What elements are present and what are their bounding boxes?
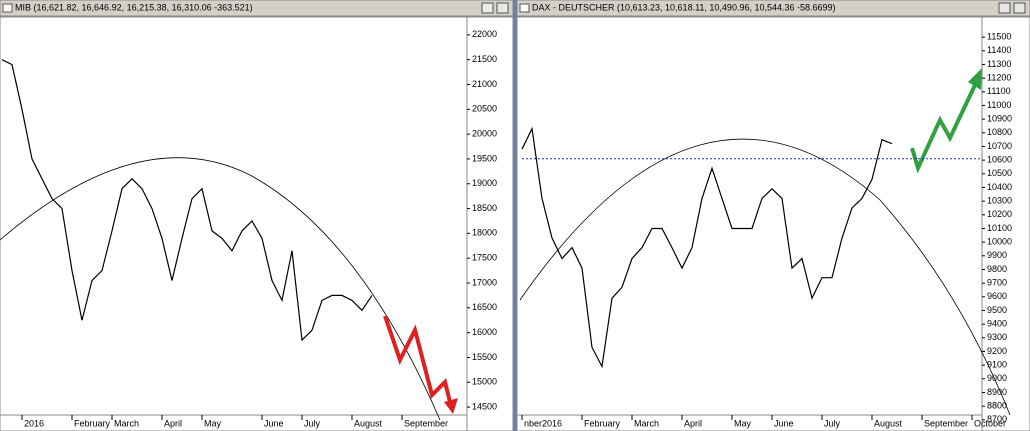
y-tick-label: 10500: [987, 168, 1012, 178]
y-tick-label: 9300: [987, 332, 1007, 342]
arrow-head: [444, 398, 458, 414]
y-tick-label: 11100: [987, 86, 1011, 96]
x-tick-label: February: [584, 418, 621, 428]
y-tick-label: 9900: [987, 250, 1007, 260]
y-tick-label: 21500: [472, 54, 497, 64]
x-tick-label: September: [404, 418, 448, 428]
y-tick-label: 18000: [472, 228, 497, 238]
y-tick-label: 11200: [987, 73, 1011, 83]
y-tick-label: 9000: [987, 373, 1007, 383]
minimize-button[interactable]: [998, 2, 1011, 14]
x-tick-label: nber2016: [524, 418, 562, 428]
x-axis-strip: [0, 414, 468, 431]
y-tick-label: 10400: [987, 182, 1012, 192]
dax-panel: DAX - DEUTSCHER (10,613.23, 10,618.11, 1…: [516, 0, 1030, 431]
window-icon: [519, 3, 530, 13]
plot-area: [516, 16, 983, 416]
chart-title: DAX - DEUTSCHER (10,613.23, 10,618.11, 1…: [532, 2, 836, 12]
splitter: [513, 0, 517, 431]
y-tick-label: 20000: [472, 128, 497, 138]
price-line: [1, 59, 373, 342]
x-tick-label: June: [774, 418, 794, 428]
y-tick-label: 21000: [472, 79, 497, 89]
y-axis-strip: [466, 16, 514, 431]
y-tick-label: 15000: [472, 377, 497, 387]
title-bar: [516, 0, 1030, 17]
x-tick-label: May: [734, 418, 752, 428]
x-tick-label: July: [824, 418, 841, 428]
y-tick-label: 20500: [472, 104, 497, 114]
close-button[interactable]: [1013, 2, 1026, 14]
y-tick-label: 9600: [987, 291, 1007, 301]
x-tick-label: August: [874, 418, 903, 428]
plot-area: [0, 16, 468, 416]
y-tick-label: 22000: [472, 29, 497, 39]
x-tick-label: May: [204, 418, 222, 428]
window-icon: [2, 3, 13, 13]
x-tick-label: March: [114, 418, 139, 428]
y-tick-label: 10700: [987, 141, 1012, 151]
y-tick-label: 17000: [472, 277, 497, 287]
y-tick-label: 9700: [987, 278, 1007, 288]
trend-curve: [519, 138, 1011, 416]
y-tick-label: 9400: [987, 319, 1007, 329]
x-tick-label: October: [974, 418, 1006, 428]
y-tick-label: 18500: [472, 203, 497, 213]
x-tick-label: February: [74, 418, 111, 428]
y-tick-label: 10800: [987, 127, 1012, 137]
x-tick-label: 2016: [24, 418, 44, 428]
forecast-arrow: [383, 315, 454, 411]
x-tick-label: April: [684, 418, 702, 428]
y-tick-label: 10600: [987, 155, 1012, 165]
y-tick-label: 10200: [987, 209, 1012, 219]
y-tick-label: 10900: [987, 114, 1012, 124]
y-tick-label: 9800: [987, 264, 1007, 274]
chart-title: MIB (16,621.82, 16,646.92, 16,215.38, 16…: [15, 2, 253, 12]
close-button[interactable]: [496, 2, 509, 14]
forecast-arrow: [910, 84, 977, 174]
y-tick-label: 14500: [472, 401, 497, 411]
y-tick-label: 8900: [987, 387, 1007, 397]
title-bar: [0, 0, 514, 17]
x-tick-label: March: [634, 418, 659, 428]
y-tick-label: 11500: [987, 32, 1011, 42]
y-tick-label: 11000: [987, 100, 1011, 110]
y-tick-label: 8800: [987, 401, 1007, 411]
x-tick-label: September: [924, 418, 968, 428]
y-tick-label: 10100: [987, 223, 1012, 233]
y-tick-label: 19500: [472, 153, 497, 163]
y-tick-label: 11300: [987, 59, 1011, 69]
y-tick-label: 16000: [472, 327, 497, 337]
y-tick-label: 16500: [472, 302, 497, 312]
price-line: [521, 126, 893, 369]
x-tick-label: July: [304, 418, 321, 428]
minimize-button[interactable]: [481, 2, 494, 14]
y-tick-label: 15500: [472, 352, 497, 362]
y-tick-label: 8700: [987, 414, 1007, 424]
y-tick-label: 9200: [987, 346, 1007, 356]
y-tick-label: 11400: [987, 45, 1011, 55]
x-tick-label: April: [164, 418, 182, 428]
y-tick-label: 9500: [987, 305, 1007, 315]
mib-panel: MIB (16,621.82, 16,646.92, 16,215.38, 16…: [0, 0, 514, 431]
y-tick-label: 17500: [472, 253, 497, 263]
x-tick-label: June: [264, 418, 284, 428]
y-tick-label: 10300: [987, 196, 1012, 206]
y-tick-label: 10000: [987, 237, 1012, 247]
arrow-head: [968, 68, 982, 90]
x-axis-strip: [516, 414, 983, 431]
y-tick-label: 9100: [987, 360, 1007, 370]
y-axis-strip: [981, 16, 1030, 431]
y-tick-label: 19000: [472, 178, 497, 188]
x-tick-label: August: [354, 418, 383, 428]
